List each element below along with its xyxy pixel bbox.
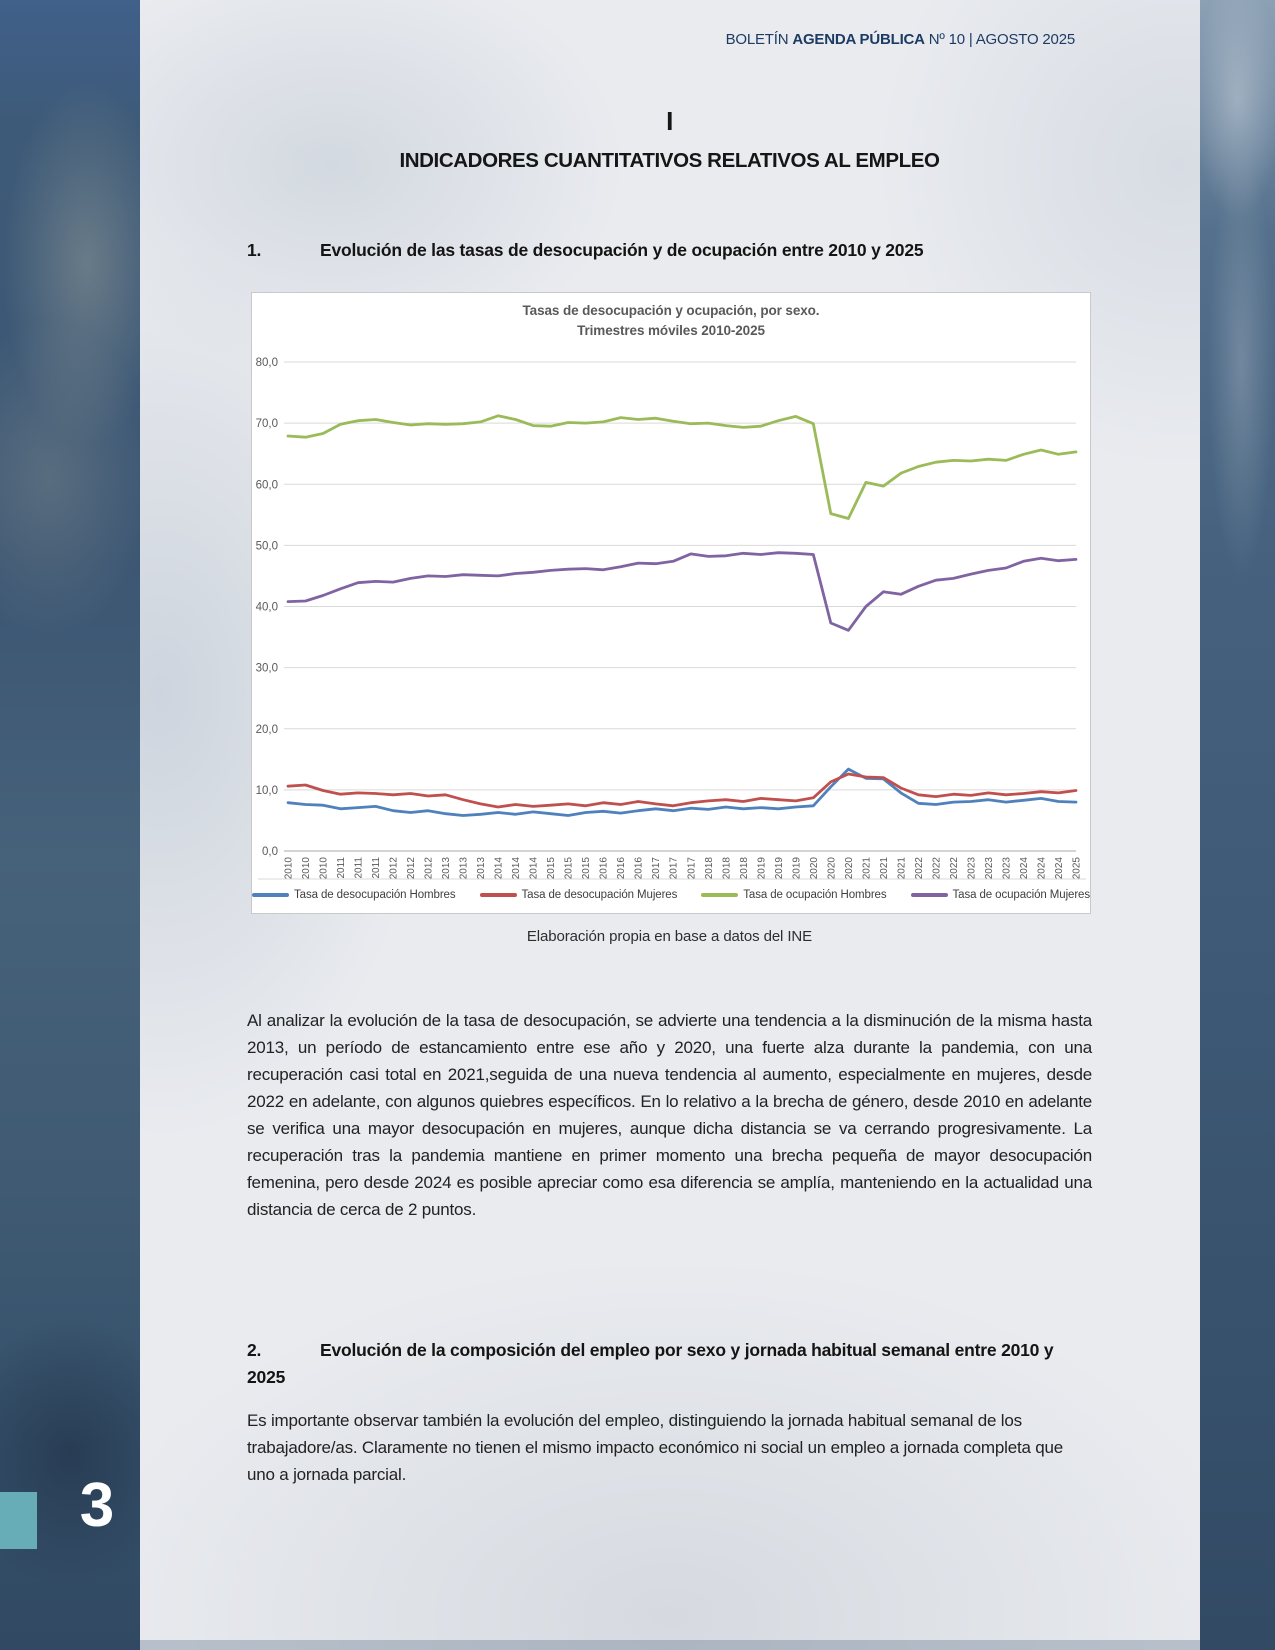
left-photo-band: [0, 0, 140, 1650]
x-tick-label: 2021: [896, 857, 907, 880]
x-tick-label: 2011: [336, 857, 347, 879]
x-tick-label: 2020: [809, 857, 820, 880]
x-tick-label: 2010: [319, 857, 330, 880]
x-tick-label: 2020: [844, 857, 855, 880]
analysis-paragraph: Al analizar la evolución de la tasa de d…: [247, 1011, 1092, 1219]
x-tick-label: 2016: [616, 857, 627, 880]
chart-legend: Tasa de desocupación Hombres Tasa de des…: [252, 883, 1090, 907]
x-tick-label: 2017: [651, 857, 662, 880]
x-tick-label: 2013: [441, 857, 452, 880]
x-tick-label: 2024: [1037, 857, 1048, 880]
legend-label: Tasa de desocupación Hombres: [294, 889, 456, 901]
x-tick-label: 2013: [459, 857, 470, 880]
page-number: 3: [79, 1471, 115, 1540]
section-title: INDICADORES CUANTITATIVOS RELATIVOS AL E…: [399, 149, 940, 172]
x-tick-label: 2023: [984, 857, 995, 880]
x-tick-label: 2015: [546, 857, 557, 880]
x-tick-label: 2018: [721, 857, 732, 880]
x-tick-label: 2011: [371, 857, 382, 879]
legend-swatch: [701, 893, 739, 897]
x-tick-label: 2023: [1002, 857, 1013, 880]
section-numeral: I: [666, 106, 673, 136]
x-tick-label: 2019: [774, 857, 785, 880]
x-tick-label: 2010: [284, 857, 295, 880]
x-tick-label: 2010: [301, 857, 312, 880]
heading-2-text: Evolución de la composición del empleo p…: [247, 1340, 1054, 1387]
x-tick-label: 2020: [826, 857, 837, 880]
legend-label: Tasa de ocupación Mujeres: [952, 889, 1091, 901]
teal-accent-square: [0, 1492, 37, 1549]
y-tick-label: 0,0: [262, 846, 278, 858]
chart-title: Tasas de desocupación y ocupación, por s…: [252, 301, 1090, 341]
legend-item: Tasa de ocupación Mujeres: [910, 889, 1091, 901]
chart-title-line1: Tasas de desocupación y ocupación, por s…: [522, 303, 820, 318]
x-tick-label: 2012: [424, 857, 435, 880]
x-tick-label: 2022: [949, 857, 960, 880]
x-tick-label: 2018: [704, 857, 715, 880]
heading-1-text: Evolución de las tasas de desocupación y…: [320, 240, 924, 260]
x-tick-label: 2021: [861, 857, 872, 880]
legend-item: Tasa de ocupación Hombres: [701, 889, 887, 901]
legend-swatch: [910, 893, 948, 897]
series-line-2: [286, 414, 1078, 520]
y-tick-label: 70,0: [256, 418, 278, 430]
x-tick-label: 2019: [791, 857, 802, 880]
x-tick-label: 2014: [494, 857, 505, 880]
y-tick-label: 20,0: [256, 724, 278, 736]
series-line-1: [286, 772, 1078, 809]
legend-label: Tasa de desocupación Mujeres: [521, 889, 678, 901]
x-tick-label: 2022: [931, 857, 942, 880]
legend-swatch: [252, 893, 289, 897]
legend-label: Tasa de ocupación Hombres: [743, 889, 887, 901]
x-tick-label: 2017: [686, 857, 697, 880]
legend-item: Tasa de desocupación Hombres: [252, 889, 456, 901]
employment-chart-svg: 0,0 10,0 20,0 30,0 40,0 50,0 60,0 70,0 80,0 2010 2…: [256, 357, 1086, 880]
x-tick-label: 2014: [529, 857, 540, 880]
right-photo-band: [1200, 0, 1275, 1650]
heading-2: 2. Evolución de la composición del empleo…: [247, 1337, 1092, 1391]
x-tick-label: 2021: [879, 857, 890, 880]
legend-item: Tasa de desocupación Mujeres: [479, 889, 678, 901]
legend-swatch: [479, 893, 517, 897]
employment-rates-chart: 0,0 10,0 20,0 30,0 40,0 50,0 60,0 70,0 80,0 2010 2…: [251, 292, 1091, 914]
bulletin-header: BOLETÍN AGENDA PÚBLICA Nº 10 | AGOSTO 20…: [725, 31, 1076, 48]
x-tick-label: 2016: [599, 857, 610, 880]
y-tick-label: 30,0: [256, 663, 278, 675]
x-tick-label: 2012: [406, 857, 417, 880]
x-tick-label: 2018: [739, 857, 750, 880]
bulletin-prefix: BOLETÍN: [725, 31, 793, 48]
chart-title-line2: Trimestres móviles 2010-2025: [577, 323, 765, 338]
y-tick-label: 40,0: [256, 602, 278, 614]
x-tick-label: 2022: [914, 857, 925, 880]
x-tick-label: 2024: [1054, 857, 1065, 880]
heading-1-number: 1.: [247, 240, 262, 260]
y-tick-label: 80,0: [256, 357, 278, 369]
y-tick-label: 50,0: [256, 540, 278, 552]
x-tick-label: 2013: [476, 857, 487, 880]
x-tick-label: 2025: [1072, 857, 1083, 880]
heading-1: 1. Evolución de las tasas de desocupación…: [247, 237, 1092, 264]
series-line-3: [286, 551, 1078, 632]
series-line-0: [286, 767, 1078, 817]
y-tick-label: 10,0: [256, 785, 278, 797]
x-tick-label: 2017: [669, 857, 680, 880]
x-tick-label: 2024: [1019, 857, 1030, 880]
employment-composition-paragraph: Es importante observar también la evoluc…: [247, 1411, 1064, 1484]
x-tick-label: 2015: [564, 857, 575, 880]
y-tick-label: 60,0: [256, 479, 278, 491]
x-tick-label: 2016: [634, 857, 645, 880]
bulletin-name: AGENDA PÚBLICA: [792, 31, 925, 48]
x-tick-label: 2012: [389, 857, 400, 880]
x-tick-label: 2023: [966, 857, 977, 880]
bulletin-issue: Nº 10 | AGOSTO 2025: [924, 31, 1075, 48]
x-tick-label: 2015: [581, 857, 592, 880]
heading-2-number: 2.: [247, 1340, 262, 1360]
bottom-photo-strip: [140, 1640, 1200, 1650]
x-tick-label: 2011: [354, 857, 365, 879]
x-tick-label: 2019: [756, 857, 767, 880]
chart-source-caption: Elaboración propia en base a datos del I…: [526, 928, 813, 945]
x-tick-label: 2014: [511, 857, 522, 880]
